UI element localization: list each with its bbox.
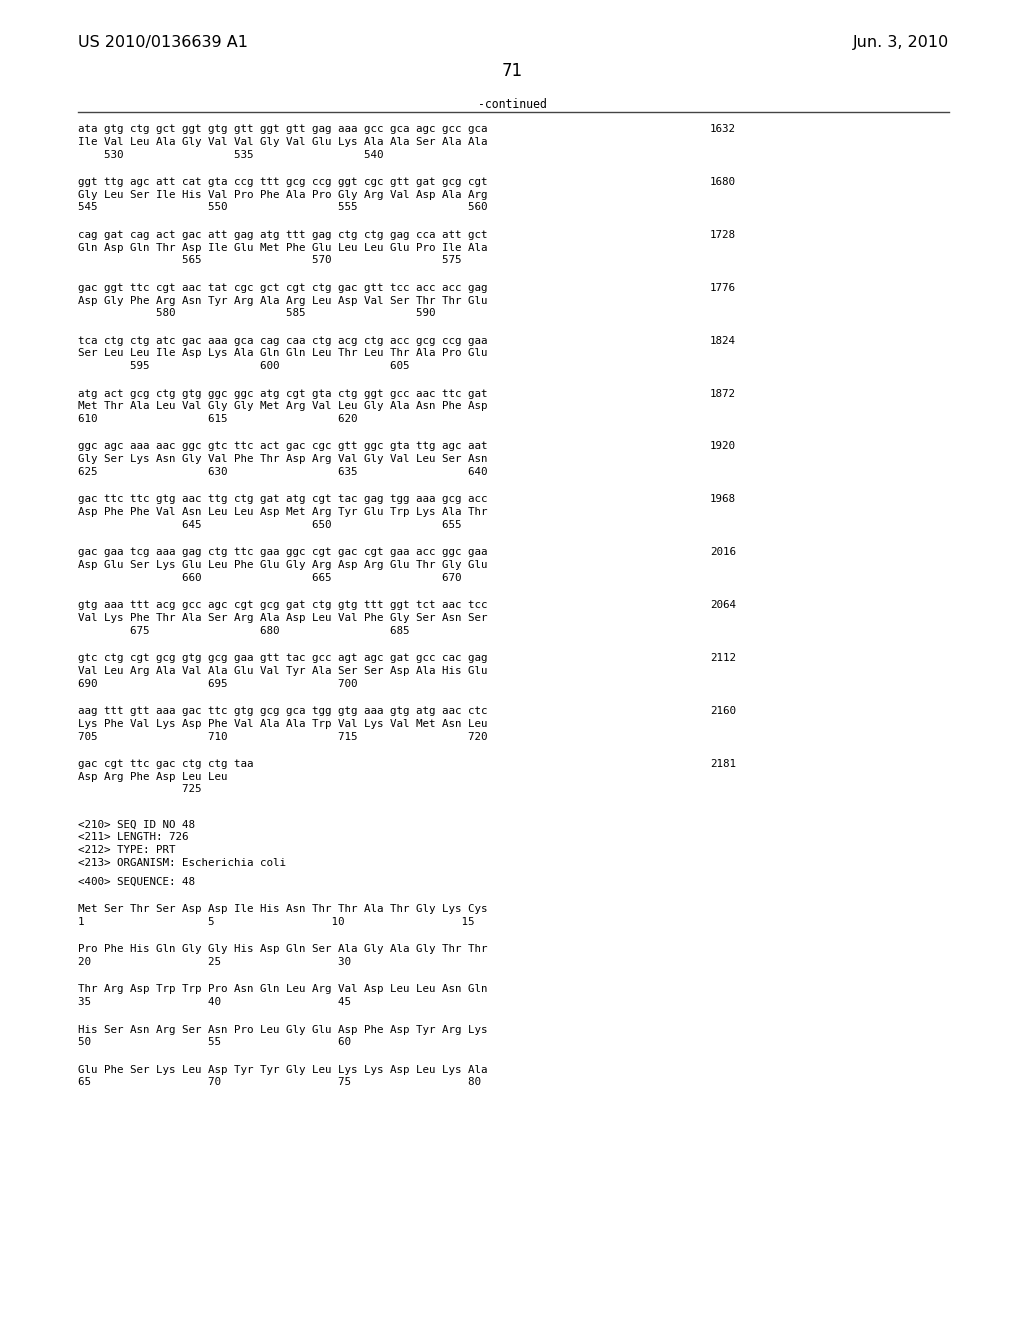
Text: 1872: 1872 bbox=[710, 388, 736, 399]
Text: 50                  55                  60: 50 55 60 bbox=[78, 1038, 351, 1047]
Text: gtc ctg cgt gcg gtg gcg gaa gtt tac gcc agt agc gat gcc cac gag: gtc ctg cgt gcg gtg gcg gaa gtt tac gcc … bbox=[78, 653, 487, 663]
Text: 690                 695                 700: 690 695 700 bbox=[78, 678, 357, 689]
Text: <212> TYPE: PRT: <212> TYPE: PRT bbox=[78, 845, 175, 855]
Text: 2064: 2064 bbox=[710, 601, 736, 610]
Text: Lys Phe Val Lys Asp Phe Val Ala Ala Trp Val Lys Val Met Asn Leu: Lys Phe Val Lys Asp Phe Val Ala Ala Trp … bbox=[78, 718, 487, 729]
Text: Met Thr Ala Leu Val Gly Gly Met Arg Val Leu Gly Ala Asn Phe Asp: Met Thr Ala Leu Val Gly Gly Met Arg Val … bbox=[78, 401, 487, 412]
Text: Gly Ser Lys Asn Gly Val Phe Thr Asp Arg Val Gly Val Leu Ser Asn: Gly Ser Lys Asn Gly Val Phe Thr Asp Arg … bbox=[78, 454, 487, 465]
Text: gac ttc ttc gtg aac ttg ctg gat atg cgt tac gag tgg aaa gcg acc: gac ttc ttc gtg aac ttg ctg gat atg cgt … bbox=[78, 494, 487, 504]
Text: 1968: 1968 bbox=[710, 494, 736, 504]
Text: 675                 680                 685: 675 680 685 bbox=[78, 626, 410, 636]
Text: 1920: 1920 bbox=[710, 441, 736, 451]
Text: <211> LENGTH: 726: <211> LENGTH: 726 bbox=[78, 833, 188, 842]
Text: 660                 665                 670: 660 665 670 bbox=[78, 573, 462, 583]
Text: 1728: 1728 bbox=[710, 230, 736, 240]
Text: 580                 585                 590: 580 585 590 bbox=[78, 309, 435, 318]
Text: Gln Asp Gln Thr Asp Ile Glu Met Phe Glu Leu Leu Glu Pro Ile Ala: Gln Asp Gln Thr Asp Ile Glu Met Phe Glu … bbox=[78, 243, 487, 252]
Text: 610                 615                 620: 610 615 620 bbox=[78, 414, 357, 424]
Text: <213> ORGANISM: Escherichia coli: <213> ORGANISM: Escherichia coli bbox=[78, 858, 286, 869]
Text: gac cgt ttc gac ctg ctg taa: gac cgt ttc gac ctg ctg taa bbox=[78, 759, 254, 768]
Text: 65                  70                  75                  80: 65 70 75 80 bbox=[78, 1077, 481, 1088]
Text: <400> SEQUENCE: 48: <400> SEQUENCE: 48 bbox=[78, 876, 195, 887]
Text: 545                 550                 555                 560: 545 550 555 560 bbox=[78, 202, 487, 213]
Text: <210> SEQ ID NO 48: <210> SEQ ID NO 48 bbox=[78, 820, 195, 830]
Text: gtg aaa ttt acg gcc agc cgt gcg gat ctg gtg ttt ggt tct aac tcc: gtg aaa ttt acg gcc agc cgt gcg gat ctg … bbox=[78, 601, 487, 610]
Text: Jun. 3, 2010: Jun. 3, 2010 bbox=[853, 36, 949, 50]
Text: Val Lys Phe Thr Ala Ser Arg Ala Asp Leu Val Phe Gly Ser Asn Ser: Val Lys Phe Thr Ala Ser Arg Ala Asp Leu … bbox=[78, 612, 487, 623]
Text: 1                   5                  10                  15: 1 5 10 15 bbox=[78, 917, 474, 927]
Text: -continued: -continued bbox=[477, 98, 547, 111]
Text: gac gaa tcg aaa gag ctg ttc gaa ggc cgt gac cgt gaa acc ggc gaa: gac gaa tcg aaa gag ctg ttc gaa ggc cgt … bbox=[78, 548, 487, 557]
Text: Ile Val Leu Ala Gly Val Val Gly Val Glu Lys Ala Ala Ser Ala Ala: Ile Val Leu Ala Gly Val Val Gly Val Glu … bbox=[78, 137, 487, 147]
Text: 35                  40                  45: 35 40 45 bbox=[78, 997, 351, 1007]
Text: 1776: 1776 bbox=[710, 282, 736, 293]
Text: Pro Phe His Gln Gly Gly His Asp Gln Ser Ala Gly Ala Gly Thr Thr: Pro Phe His Gln Gly Gly His Asp Gln Ser … bbox=[78, 944, 487, 954]
Text: 645                 650                 655: 645 650 655 bbox=[78, 520, 462, 529]
Text: tca ctg ctg atc gac aaa gca cag caa ctg acg ctg acc gcg ccg gaa: tca ctg ctg atc gac aaa gca cag caa ctg … bbox=[78, 335, 487, 346]
Text: Asp Gly Phe Arg Asn Tyr Arg Ala Arg Leu Asp Val Ser Thr Thr Glu: Asp Gly Phe Arg Asn Tyr Arg Ala Arg Leu … bbox=[78, 296, 487, 305]
Text: 2181: 2181 bbox=[710, 759, 736, 768]
Text: 705                 710                 715                 720: 705 710 715 720 bbox=[78, 731, 487, 742]
Text: Met Ser Thr Ser Asp Asp Ile His Asn Thr Thr Ala Thr Gly Lys Cys: Met Ser Thr Ser Asp Asp Ile His Asn Thr … bbox=[78, 904, 487, 915]
Text: gac ggt ttc cgt aac tat cgc gct cgt ctg gac gtt tcc acc acc gag: gac ggt ttc cgt aac tat cgc gct cgt ctg … bbox=[78, 282, 487, 293]
Text: Ser Leu Leu Ile Asp Lys Ala Gln Gln Leu Thr Leu Thr Ala Pro Glu: Ser Leu Leu Ile Asp Lys Ala Gln Gln Leu … bbox=[78, 348, 487, 359]
Text: Asp Arg Phe Asp Leu Leu: Asp Arg Phe Asp Leu Leu bbox=[78, 772, 227, 781]
Text: Gly Leu Ser Ile His Val Pro Phe Ala Pro Gly Arg Val Asp Ala Arg: Gly Leu Ser Ile His Val Pro Phe Ala Pro … bbox=[78, 190, 487, 199]
Text: 595                 600                 605: 595 600 605 bbox=[78, 362, 410, 371]
Text: 1680: 1680 bbox=[710, 177, 736, 187]
Text: ggt ttg agc att cat gta ccg ttt gcg ccg ggt cgc gtt gat gcg cgt: ggt ttg agc att cat gta ccg ttt gcg ccg … bbox=[78, 177, 487, 187]
Text: Asp Phe Phe Val Asn Leu Leu Asp Met Arg Tyr Glu Trp Lys Ala Thr: Asp Phe Phe Val Asn Leu Leu Asp Met Arg … bbox=[78, 507, 487, 517]
Text: Glu Phe Ser Lys Leu Asp Tyr Tyr Gly Leu Lys Lys Asp Leu Lys Ala: Glu Phe Ser Lys Leu Asp Tyr Tyr Gly Leu … bbox=[78, 1065, 487, 1074]
Text: Val Leu Arg Ala Val Ala Glu Val Tyr Ala Ser Ser Asp Ala His Glu: Val Leu Arg Ala Val Ala Glu Val Tyr Ala … bbox=[78, 665, 487, 676]
Text: Thr Arg Asp Trp Trp Pro Asn Gln Leu Arg Val Asp Leu Leu Asn Gln: Thr Arg Asp Trp Trp Pro Asn Gln Leu Arg … bbox=[78, 985, 487, 994]
Text: cag gat cag act gac att gag atg ttt gag ctg ctg gag cca att gct: cag gat cag act gac att gag atg ttt gag … bbox=[78, 230, 487, 240]
Text: 2160: 2160 bbox=[710, 706, 736, 715]
Text: 625                 630                 635                 640: 625 630 635 640 bbox=[78, 467, 487, 477]
Text: ggc agc aaa aac ggc gtc ttc act gac cgc gtt ggc gta ttg agc aat: ggc agc aaa aac ggc gtc ttc act gac cgc … bbox=[78, 441, 487, 451]
Text: 2112: 2112 bbox=[710, 653, 736, 663]
Text: 20                  25                  30: 20 25 30 bbox=[78, 957, 351, 968]
Text: aag ttt gtt aaa gac ttc gtg gcg gca tgg gtg aaa gtg atg aac ctc: aag ttt gtt aaa gac ttc gtg gcg gca tgg … bbox=[78, 706, 487, 715]
Text: 2016: 2016 bbox=[710, 548, 736, 557]
Text: 71: 71 bbox=[502, 62, 522, 81]
Text: 565                 570                 575: 565 570 575 bbox=[78, 255, 462, 265]
Text: 725: 725 bbox=[78, 784, 202, 795]
Text: ata gtg ctg gct ggt gtg gtt ggt gtt gag aaa gcc gca agc gcc gca: ata gtg ctg gct ggt gtg gtt ggt gtt gag … bbox=[78, 124, 487, 135]
Text: Asp Glu Ser Lys Glu Leu Phe Glu Gly Arg Asp Arg Glu Thr Gly Glu: Asp Glu Ser Lys Glu Leu Phe Glu Gly Arg … bbox=[78, 560, 487, 570]
Text: 530                 535                 540: 530 535 540 bbox=[78, 149, 384, 160]
Text: 1824: 1824 bbox=[710, 335, 736, 346]
Text: atg act gcg ctg gtg ggc ggc atg cgt gta ctg ggt gcc aac ttc gat: atg act gcg ctg gtg ggc ggc atg cgt gta … bbox=[78, 388, 487, 399]
Text: US 2010/0136639 A1: US 2010/0136639 A1 bbox=[78, 36, 248, 50]
Text: His Ser Asn Arg Ser Asn Pro Leu Gly Glu Asp Phe Asp Tyr Arg Lys: His Ser Asn Arg Ser Asn Pro Leu Gly Glu … bbox=[78, 1024, 487, 1035]
Text: 1632: 1632 bbox=[710, 124, 736, 135]
